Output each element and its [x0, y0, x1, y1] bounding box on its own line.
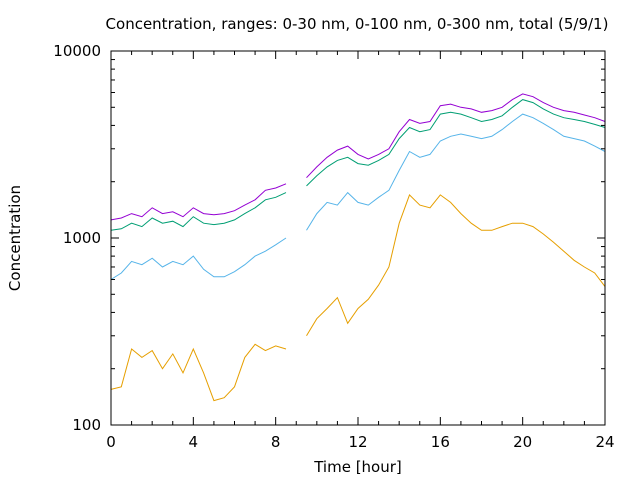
- y-tick-label: 100: [72, 416, 101, 434]
- series-line-0-segment-0: [110, 343, 287, 402]
- x-tick-label: 0: [106, 433, 116, 451]
- series-line-2-segment-1: [306, 99, 606, 187]
- x-tick-label: 8: [271, 433, 281, 451]
- series-line-2-segment-0: [110, 192, 287, 231]
- series-layer: [110, 93, 606, 402]
- series-line-1-segment-1: [306, 113, 606, 231]
- series-line-0-segment-1: [306, 193, 606, 337]
- x-tick-label: 20: [513, 433, 532, 451]
- y-tick-label: 1000: [63, 229, 101, 247]
- series-line-3-segment-1: [306, 93, 606, 179]
- x-tick-label: 12: [348, 433, 367, 451]
- x-axis-label: Time [hour]: [313, 458, 402, 476]
- series-line-1-segment-0: [110, 237, 287, 280]
- x-tick-label: 24: [595, 433, 614, 451]
- y-tick-label: 10000: [53, 42, 101, 60]
- chart-title: Concentration, ranges: 0-30 nm, 0-100 nm…: [106, 15, 609, 33]
- y-axis-label: Concentration: [6, 185, 24, 291]
- x-tick-label: 16: [431, 433, 450, 451]
- axis-layer: 0 4 8 12 16 20 24 100 1000 10000: [53, 42, 614, 451]
- x-tick-label: 4: [189, 433, 199, 451]
- series-line-3-segment-0: [110, 183, 287, 221]
